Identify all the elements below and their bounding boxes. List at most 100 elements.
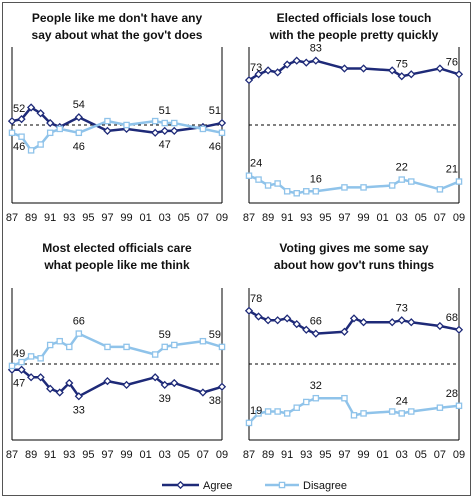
data-point-disagree: [218, 343, 226, 351]
x-tick-label: 87: [6, 449, 18, 461]
data-point-agree: [46, 118, 55, 128]
x-tick-label: 05: [178, 212, 190, 224]
data-point-agree: [17, 115, 26, 124]
x-tick-label: 07: [197, 212, 209, 224]
data-point-disagree: [37, 141, 44, 148]
data-point-agree: [26, 373, 36, 382]
series-line-agree: [248, 309, 460, 335]
data-point-agree: [273, 316, 282, 325]
x-tick-label: 07: [434, 212, 446, 224]
data-label: 59: [159, 329, 171, 341]
data-point-disagree: [398, 410, 405, 417]
data-label: 66: [310, 316, 322, 328]
x-tick-label: 07: [434, 449, 446, 461]
data-point-disagree: [245, 419, 253, 427]
x-tick-label: 87: [6, 212, 18, 224]
data-point-agree: [283, 314, 292, 323]
x-tick-label: 99: [120, 212, 132, 224]
data-point-agree: [340, 327, 349, 336]
x-tick-label: 97: [101, 212, 113, 224]
legend-label-agree: Agree: [203, 480, 232, 492]
x-tick-label: 93: [300, 212, 312, 224]
data-point-agree: [103, 376, 112, 386]
x-tick-label: 03: [396, 449, 408, 461]
data-point-agree: [302, 325, 311, 334]
chart-title: People like me don't have any say about w…: [32, 11, 203, 42]
x-tick-label: 99: [357, 449, 369, 461]
data-label: 32: [310, 380, 322, 392]
data-point-agree: [122, 380, 131, 390]
data-point-agree: [311, 329, 320, 338]
data-point-disagree: [283, 188, 291, 195]
x-tick-label: 89: [262, 212, 274, 224]
data-point-disagree: [104, 117, 111, 125]
x-tick-label: 03: [396, 212, 408, 224]
data-label: 38: [209, 395, 221, 407]
x-tick-label: 01: [377, 449, 389, 461]
x-tick-label: 95: [319, 449, 331, 461]
x-tick-label: 03: [159, 212, 171, 224]
data-point-agree: [217, 382, 227, 391]
data-point-disagree: [341, 394, 348, 402]
data-point-agree: [454, 325, 464, 334]
data-point-agree: [349, 314, 359, 323]
data-point-disagree: [360, 410, 367, 417]
data-point-agree: [254, 70, 263, 79]
data-point-disagree: [123, 343, 130, 351]
data-point-disagree: [245, 172, 253, 179]
x-tick-label: 87: [243, 212, 255, 224]
x-tick-label: 09: [216, 212, 228, 224]
data-point-disagree: [388, 408, 396, 415]
data-point-agree: [26, 103, 36, 112]
data-label: 83: [310, 43, 322, 55]
data-point-disagree: [171, 119, 178, 127]
data-point-disagree: [171, 341, 178, 349]
data-point-disagree: [151, 117, 159, 125]
data-point-disagree: [151, 351, 159, 358]
chart-title: Elected officials lose touch with the peo…: [269, 11, 439, 42]
x-tick-label: 95: [82, 212, 94, 224]
chart-title: Voting gives me some say about how gov't …: [274, 241, 434, 272]
data-point-disagree: [360, 184, 367, 191]
data-label: 47: [159, 139, 171, 151]
data-label: 33: [73, 404, 85, 416]
data-point-disagree: [303, 398, 310, 406]
data-point-disagree: [37, 355, 44, 362]
data-point-disagree: [66, 343, 73, 351]
chart-title-line: People like me don't have any: [32, 11, 203, 25]
data-point-disagree: [8, 362, 16, 370]
x-tick-label: 09: [453, 449, 465, 461]
x-tick-label: 93: [63, 449, 75, 461]
data-point-disagree: [274, 408, 281, 415]
data-label: 68: [446, 312, 458, 324]
data-point-agree: [74, 113, 83, 122]
data-point-disagree: [199, 337, 207, 345]
x-tick-label: 09: [216, 449, 228, 461]
data-point-agree: [340, 64, 349, 73]
data-point-disagree: [46, 129, 54, 137]
x-tick-label: 87: [243, 449, 255, 461]
data-label: 28: [446, 388, 458, 400]
data-label: 19: [250, 405, 262, 417]
data-point-disagree: [199, 125, 207, 133]
x-tick-label: 89: [25, 449, 37, 461]
data-label: 46: [13, 141, 25, 153]
data-point-disagree: [312, 188, 320, 195]
legend-marker-agree: [176, 480, 185, 490]
x-tick-label: 05: [415, 212, 427, 224]
data-point-agree: [160, 126, 169, 135]
data-point-agree: [65, 378, 74, 388]
data-point-agree: [17, 365, 26, 374]
data-label: 51: [159, 105, 171, 117]
data-point-agree: [217, 118, 227, 128]
chart-panel-1: People like me don't have any say about w…: [6, 11, 228, 224]
data-point-agree: [435, 321, 445, 331]
data-point-disagree: [27, 353, 35, 360]
data-point-agree: [198, 388, 208, 397]
data-label: 73: [396, 302, 408, 314]
data-point-agree: [244, 306, 254, 315]
data-point-disagree: [18, 358, 25, 366]
x-tick-label: 09: [453, 212, 465, 224]
data-point-agree: [263, 66, 273, 75]
data-point-disagree: [388, 182, 396, 189]
